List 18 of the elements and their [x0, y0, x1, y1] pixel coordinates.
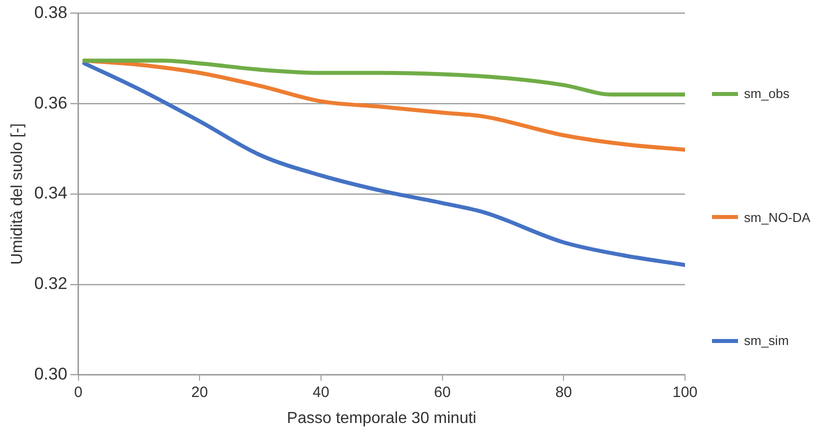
legend-label: sm_sim	[744, 333, 789, 348]
y-tick-label: 0.30	[34, 364, 68, 384]
x-tick-label: 80	[555, 384, 572, 401]
y-tick-label: 0.32	[34, 274, 68, 294]
x-tick-label: 20	[191, 384, 208, 401]
x-axis-title: Passo temporale 30 minuti	[286, 410, 476, 427]
line-series	[82, 61, 685, 267]
x-tick-label: 40	[312, 384, 330, 401]
y-axis-title: Umidità del suolo [-]	[9, 123, 26, 265]
line-series	[82, 58, 685, 97]
y-tick-label: 0.36	[34, 93, 68, 112]
legend-label: sm_NO-DA	[744, 210, 810, 224]
x-tick-label: 100	[672, 384, 698, 401]
x-tick-label: 60	[434, 384, 451, 401]
legend-label: sm_obs	[744, 86, 790, 101]
x-tick-label: 0	[74, 384, 82, 401]
y-tick-label: 0.38	[34, 2, 68, 22]
y-tick-label: 0.34	[34, 184, 68, 203]
